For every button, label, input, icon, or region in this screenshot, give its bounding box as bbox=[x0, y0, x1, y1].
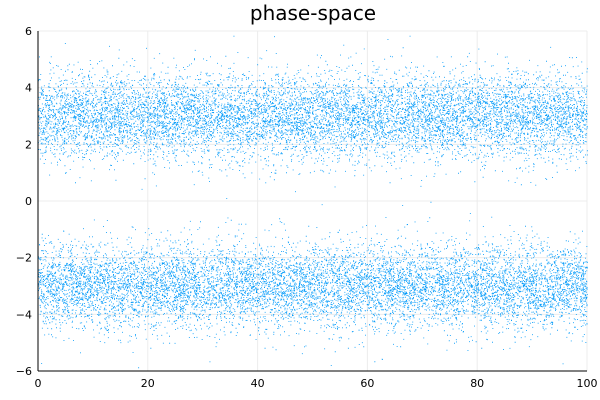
x-tick-label: 20 bbox=[141, 377, 155, 390]
y-tick-label: 6 bbox=[25, 25, 32, 38]
x-tick-labels: 0 20 40 60 80 100 bbox=[35, 377, 598, 390]
x-tick-label: 100 bbox=[577, 377, 598, 390]
x-tick-label: 60 bbox=[360, 377, 374, 390]
y-tick-label: 2 bbox=[25, 138, 32, 151]
grid bbox=[37, 30, 588, 372]
x-tick-label: 40 bbox=[251, 377, 265, 390]
x-tick-label: 80 bbox=[470, 377, 484, 390]
axes bbox=[37, 31, 587, 372]
y-tick-label: 0 bbox=[25, 195, 32, 208]
y-tick-labels: −6 −4 −2 0 2 4 6 bbox=[16, 25, 32, 378]
y-tick-label: −4 bbox=[16, 308, 32, 321]
y-tick-label: −6 bbox=[16, 365, 32, 378]
x-tick-label: 0 bbox=[35, 377, 42, 390]
scatter-point-cloud bbox=[38, 35, 588, 369]
chart-title: phase-space bbox=[250, 1, 376, 25]
scatter-points bbox=[38, 35, 588, 369]
y-tick-label: 4 bbox=[25, 82, 32, 95]
y-tick-label: −2 bbox=[16, 252, 32, 265]
